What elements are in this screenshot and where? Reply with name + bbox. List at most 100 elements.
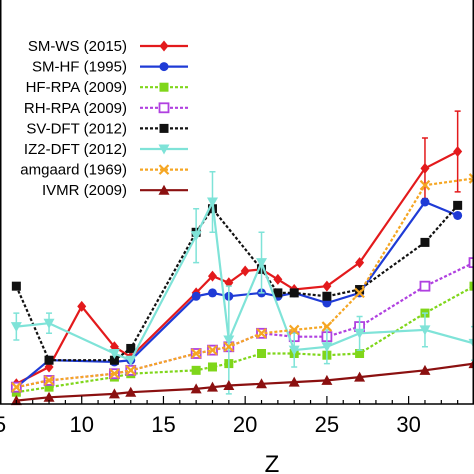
data-point [419, 280, 431, 292]
data-point [11, 281, 21, 291]
legend-label: IVMR (2009) [42, 182, 127, 199]
data-point [109, 355, 119, 365]
data-point [420, 162, 430, 174]
legend-marker [158, 164, 170, 175]
legend-label: RH-RPA (2009) [24, 100, 127, 117]
data-point [126, 343, 136, 353]
data-point [289, 288, 299, 298]
data-point [190, 231, 202, 242]
data-point [223, 379, 235, 390]
legend-label: SM-WS (2015) [28, 38, 127, 55]
legend-marker [158, 144, 170, 155]
data-point [190, 348, 202, 359]
data-point [207, 288, 217, 298]
legend-label: SV-DFT (2012) [26, 120, 127, 137]
data-point [468, 173, 474, 184]
data-point [419, 179, 431, 191]
data-point [354, 371, 366, 382]
legend-entry: IVMR (2009) [42, 182, 188, 199]
data-point [453, 210, 463, 220]
data-point [125, 355, 137, 366]
data-point [256, 258, 268, 269]
data-point [355, 285, 365, 295]
series-line [15, 150, 459, 385]
data-layer [10, 110, 474, 406]
x-tick-label: 5 [0, 412, 6, 437]
legend-marker [158, 102, 170, 114]
data-point [207, 270, 217, 282]
data-point [322, 291, 332, 301]
x-tick-label: 15 [151, 412, 175, 437]
series-line [15, 204, 459, 362]
error-bar [471, 325, 474, 361]
data-point [207, 344, 218, 356]
data-point [419, 364, 431, 375]
data-point [44, 382, 54, 392]
data-point [125, 386, 137, 397]
data-point [321, 374, 333, 385]
series-5 [11, 200, 463, 365]
legend-label: IZ2-DFT (2012) [24, 141, 127, 158]
data-point [273, 288, 283, 298]
data-point [44, 355, 54, 365]
legend-marker [158, 184, 170, 195]
legend-label: amgaard (1969) [20, 162, 127, 179]
data-point [191, 291, 201, 301]
legend-marker [159, 62, 169, 72]
data-point [240, 265, 250, 277]
data-point [273, 273, 283, 285]
legend-entry: amgaard (1969) [20, 162, 188, 179]
data-point [190, 383, 202, 394]
data-point [419, 325, 431, 336]
series-line [15, 200, 459, 389]
legend-label: SM-HF (1995) [32, 59, 127, 76]
data-point [468, 257, 474, 269]
data-point [453, 200, 463, 210]
data-point [354, 328, 366, 339]
data-point [109, 368, 120, 379]
series-7 [11, 173, 474, 393]
data-point [256, 378, 268, 389]
legend-label: HF-RPA (2009) [26, 79, 127, 96]
data-point [191, 365, 201, 375]
data-point [420, 237, 430, 247]
data-point [322, 280, 332, 292]
legend-entry: HF-RPA (2009) [26, 79, 188, 96]
data-point [469, 281, 474, 291]
data-point [206, 197, 218, 208]
legend-entry: RH-RPA (2009) [24, 100, 188, 117]
data-point [77, 300, 87, 312]
series-6 [10, 170, 474, 395]
data-point [354, 287, 365, 299]
data-point [288, 376, 300, 387]
series-8 [10, 358, 474, 406]
data-point [257, 349, 267, 358]
data-point [321, 321, 333, 332]
data-point [125, 365, 137, 376]
x-tick-label: 30 [396, 412, 420, 437]
data-point [256, 328, 267, 339]
data-point [43, 391, 55, 402]
data-point [11, 381, 22, 393]
data-point [108, 349, 120, 359]
data-point [223, 341, 235, 353]
data-point [321, 342, 333, 353]
data-point [355, 349, 365, 358]
x-tick-label: 25 [315, 412, 339, 437]
legend-marker [159, 40, 169, 52]
data-point [420, 197, 430, 207]
legend-entry: SM-WS (2015) [28, 38, 188, 55]
series-line [16, 177, 474, 389]
legend-marker [159, 82, 169, 92]
data-point [10, 322, 22, 333]
legend-entry: SV-DFT (2012) [26, 120, 188, 137]
data-point [355, 257, 365, 269]
legend: SM-WS (2015) SM-HF (1995) HF-RPA (2009) RH-… [20, 38, 188, 199]
plot-frame [0, 0, 474, 405]
legend-marker [159, 123, 169, 133]
data-point [223, 335, 235, 346]
legend-entry: SM-HF (1995) [32, 59, 188, 76]
x-axis-label: Z [265, 451, 280, 474]
